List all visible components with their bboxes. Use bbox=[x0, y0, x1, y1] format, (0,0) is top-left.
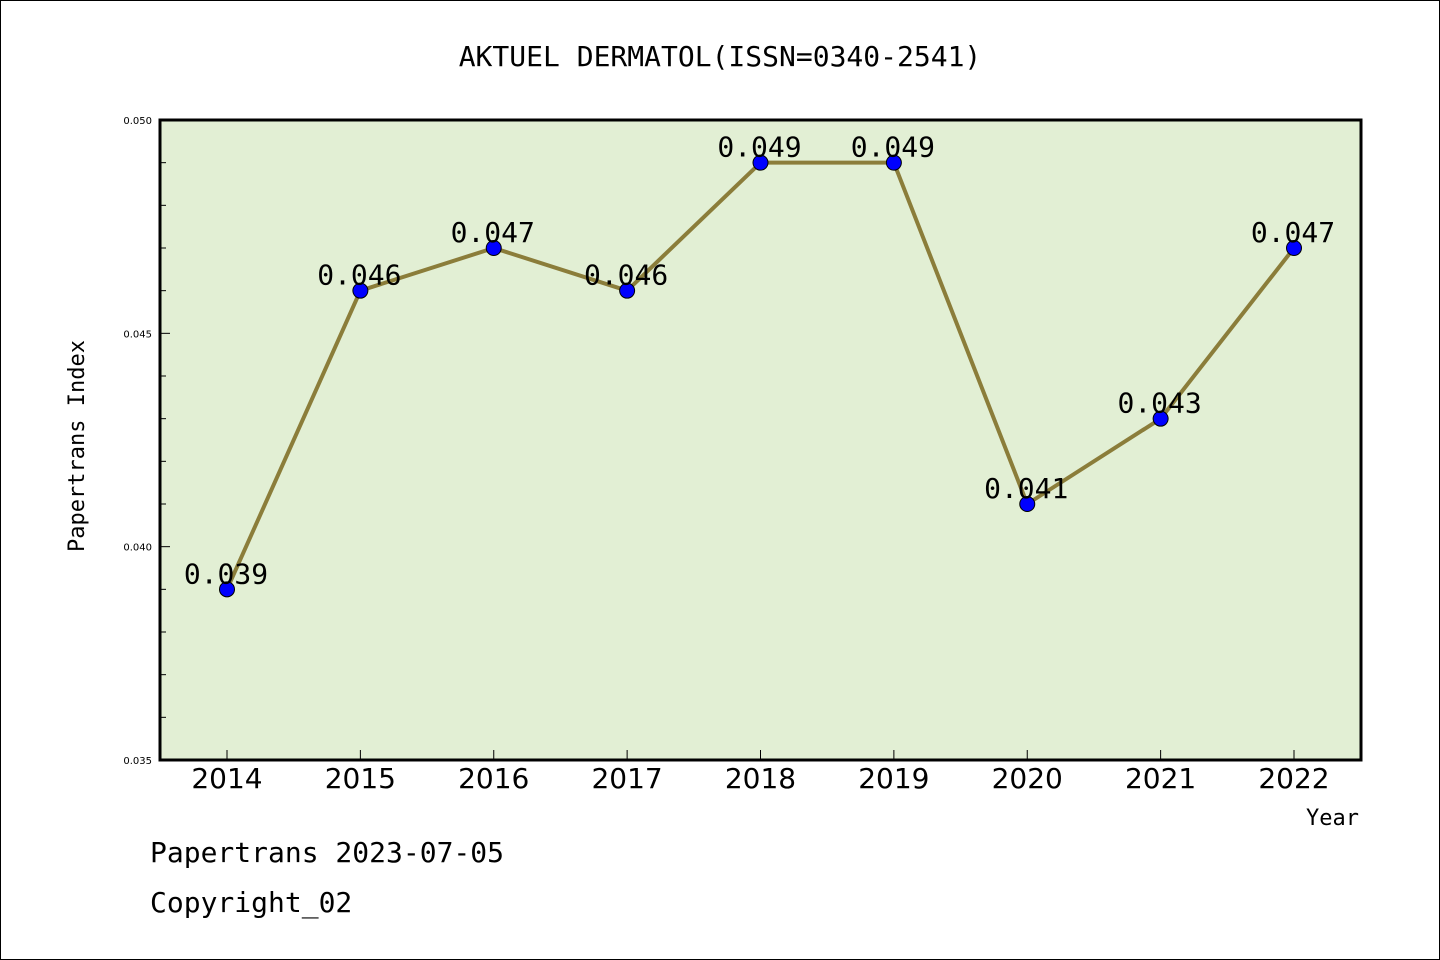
data-label: 0.047 bbox=[451, 216, 535, 249]
chart-title: AKTUEL DERMATOL(ISSN=0340-2541) bbox=[459, 40, 982, 73]
y-tick-label: 0.040 bbox=[123, 543, 152, 554]
data-point bbox=[619, 282, 636, 299]
y-tick-label: 0.035 bbox=[123, 756, 152, 767]
x-tick-label: 2019 bbox=[858, 762, 929, 795]
data-point bbox=[219, 581, 235, 598]
data-label: 0.049 bbox=[851, 131, 935, 164]
data-label: 0.039 bbox=[184, 557, 268, 590]
data-point bbox=[1286, 240, 1302, 256]
x-tick-label: 2014 bbox=[191, 762, 262, 795]
data-label: 0.046 bbox=[317, 259, 401, 292]
x-tick-label: 2016 bbox=[458, 762, 529, 795]
x-tick-label: 2022 bbox=[1258, 762, 1329, 795]
data-label: 0.046 bbox=[584, 259, 668, 292]
y-axis-label: Papertrans Index bbox=[65, 340, 90, 552]
data-labels-group: 0.039 0.046 0.047 0.046 0.049 0.049 0.041 0.043… bbox=[184, 131, 1335, 591]
x-tick-label: 2020 bbox=[992, 762, 1063, 795]
x-tick-label: 2017 bbox=[591, 762, 662, 795]
markers-group bbox=[219, 154, 1302, 598]
data-label: 0.049 bbox=[717, 131, 801, 164]
x-axis: 2014 2015 2016 2017 2018 2019 2020 2021 2022 bbox=[191, 750, 1330, 795]
footer-copyright: Copyright_02 bbox=[150, 886, 353, 919]
data-point bbox=[752, 154, 769, 171]
data-point bbox=[1019, 496, 1036, 512]
x-tick-label: 2018 bbox=[725, 762, 796, 795]
x-tick-label: 2015 bbox=[325, 762, 396, 795]
x-tick-label: 2021 bbox=[1125, 762, 1196, 795]
data-label: 0.043 bbox=[1117, 387, 1201, 420]
y-tick-label: 0.045 bbox=[123, 329, 152, 340]
y-tick-label: 0.050 bbox=[123, 116, 152, 127]
y-axis: 0.035 0.040 0.045 0.050 bbox=[123, 116, 170, 767]
data-point bbox=[1152, 410, 1169, 427]
data-point bbox=[352, 282, 369, 299]
data-label: 0.041 bbox=[984, 472, 1068, 505]
data-point bbox=[485, 240, 502, 256]
data-label: 0.047 bbox=[1251, 216, 1335, 249]
x-axis-label: Year bbox=[1306, 806, 1359, 831]
data-point bbox=[885, 154, 902, 171]
footer-date: Papertrans 2023-07-05 bbox=[150, 836, 505, 869]
plot-area bbox=[158, 118, 1363, 762]
